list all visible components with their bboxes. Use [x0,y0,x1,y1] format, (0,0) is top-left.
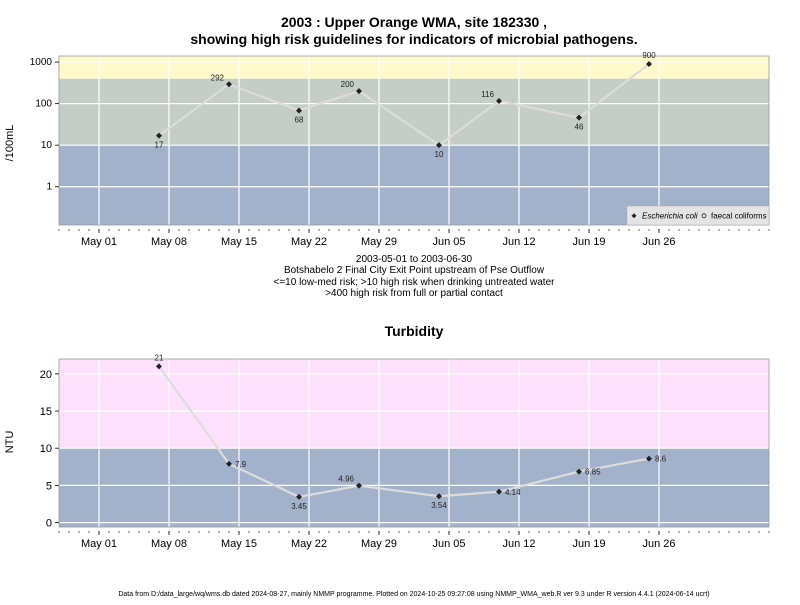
chart2-data-point [156,363,162,370]
chart1-data-point [156,132,162,139]
chart2-x-tick-label: May 08 [151,538,187,550]
chart2-y-tick-label: 0 [46,518,52,530]
chart1-title-line2: showing high risk guidelines for indicat… [190,31,637,47]
chart2-data-point [226,460,232,467]
chart1-x-tick-label: May 29 [361,236,397,248]
chart1-frame [58,55,770,226]
chart2-x-tick-label: Jun 05 [432,538,465,550]
chart1-x-tick-label: Jun 19 [572,236,605,248]
chart1-data-label: 900 [642,51,656,60]
chart2-y-tick-label: 15 [40,406,52,418]
chart2-y-tick-label: 20 [40,369,52,381]
chart1-data-point [496,97,502,104]
chart2-data-point [576,468,582,475]
chart1-data-label: 46 [575,123,584,132]
chart2-title: Turbidity [385,323,444,339]
chart1-data-point [296,107,302,114]
chart1-band-1 [59,78,769,146]
chart2-x-tick-label: Jun 19 [572,538,605,550]
chart2-x-tick-label: May 01 [81,538,117,550]
chart1-x-tick-label: Jun 12 [502,236,535,248]
chart1-data-point [436,142,442,149]
chart2-data-point [496,488,502,495]
chart2-y-tick-label: 10 [40,443,52,455]
chart2-data-label: 4.96 [338,475,354,484]
chart2-x-tick-label: Jun 26 [642,538,675,550]
caption-line-3: <=10 low-med risk; >10 high risk when dr… [274,277,556,288]
chart1-y-tick-label: 1 [46,182,52,193]
chart1-data-point [356,88,362,95]
chart1-data-point [646,60,652,67]
chart2-data-point [436,493,442,500]
chart2-band-1 [59,359,769,449]
chart1-data-point [576,114,582,121]
chart1-data-label: 200 [341,80,355,89]
chart1-x-tick-label: May 08 [151,236,187,248]
chart1-data-label: 10 [435,150,444,159]
chart1-legend: Escherichia coli faecal coliforms [626,205,770,226]
chart2-data-label: 3.54 [431,501,447,510]
legend-ecoli-marker [631,213,637,219]
chart2-data-point [356,482,362,489]
chart1-data-label: 292 [211,73,225,82]
chart1-y-tick-label: 1000 [30,57,53,68]
chart2-data-label: 21 [155,353,164,362]
caption-line-1: 2003-05-01 to 2003-06-30 [356,254,473,265]
chart1-x-tick-label: Jun 26 [642,236,675,248]
chart2-plot-area: 0 5 10 15 20 May 01 May 08 May 15 May 22 May 29 Ju… [40,353,770,550]
chart1-x-tick-label: May 01 [81,236,117,248]
chart2-data-label: 7.9 [235,460,247,469]
chart1-y-axis-label: /100mL [4,125,16,162]
chart2-x-tick-label: Jun 12 [502,538,535,550]
chart1-title-line1: 2003 : Upper Orange WMA, site 182330 , [281,14,547,30]
chart2-band-0 [59,448,769,527]
footer-note: Data from D:/data_large/wq/wms.db dated … [118,591,709,598]
chart1-y-tick-label: 100 [35,99,52,110]
chart2-data-point [296,493,302,500]
chart1-y-tick-label: 10 [41,140,53,151]
chart2-x-tick-label: May 29 [361,538,397,550]
caption-line-2: Botshabelo 2 Final City Exit Point upstr… [284,265,545,276]
chart2-data-label: 6.85 [585,468,601,477]
chart2-frame [58,358,770,528]
legend-ecoli-label: Escherichia coli [642,212,698,221]
chart2-y-tick-label: 5 [46,480,52,492]
chart2-series-line [158,365,650,499]
chart1-x-tick-label: May 15 [221,236,257,248]
legend-box [626,205,770,226]
chart1-plot-area: 1 10 100 1000 May 01 May 08 May 15 May 22 May 29… [30,51,770,248]
chart1-x-tick-label: May 22 [291,236,327,248]
chart1-data-label: 17 [155,141,164,150]
chart2-y-axis-label: NTU [4,431,16,454]
caption-line-4: >400 high risk from full or partial cont… [325,288,503,299]
chart1-data-label: 68 [295,116,304,125]
chart1-x-tick-label: Jun 05 [432,236,465,248]
legend-faecal-marker [701,213,707,219]
chart2-data-label: 4.14 [505,488,521,497]
chart2-data-label: 3.45 [291,502,307,511]
chart1-series-line [158,63,650,147]
legend-faecal-label: faecal coliforms [711,212,767,221]
chart2-data-point [646,455,652,462]
chart1-band-2 [59,56,769,79]
chart2-x-tick-label: May 15 [221,538,257,550]
chart1-data-label: 116 [481,90,494,99]
chart2-x-tick-label: May 22 [291,538,327,550]
chart1-data-point [226,81,232,88]
chart2-data-label: 8.6 [655,455,667,464]
